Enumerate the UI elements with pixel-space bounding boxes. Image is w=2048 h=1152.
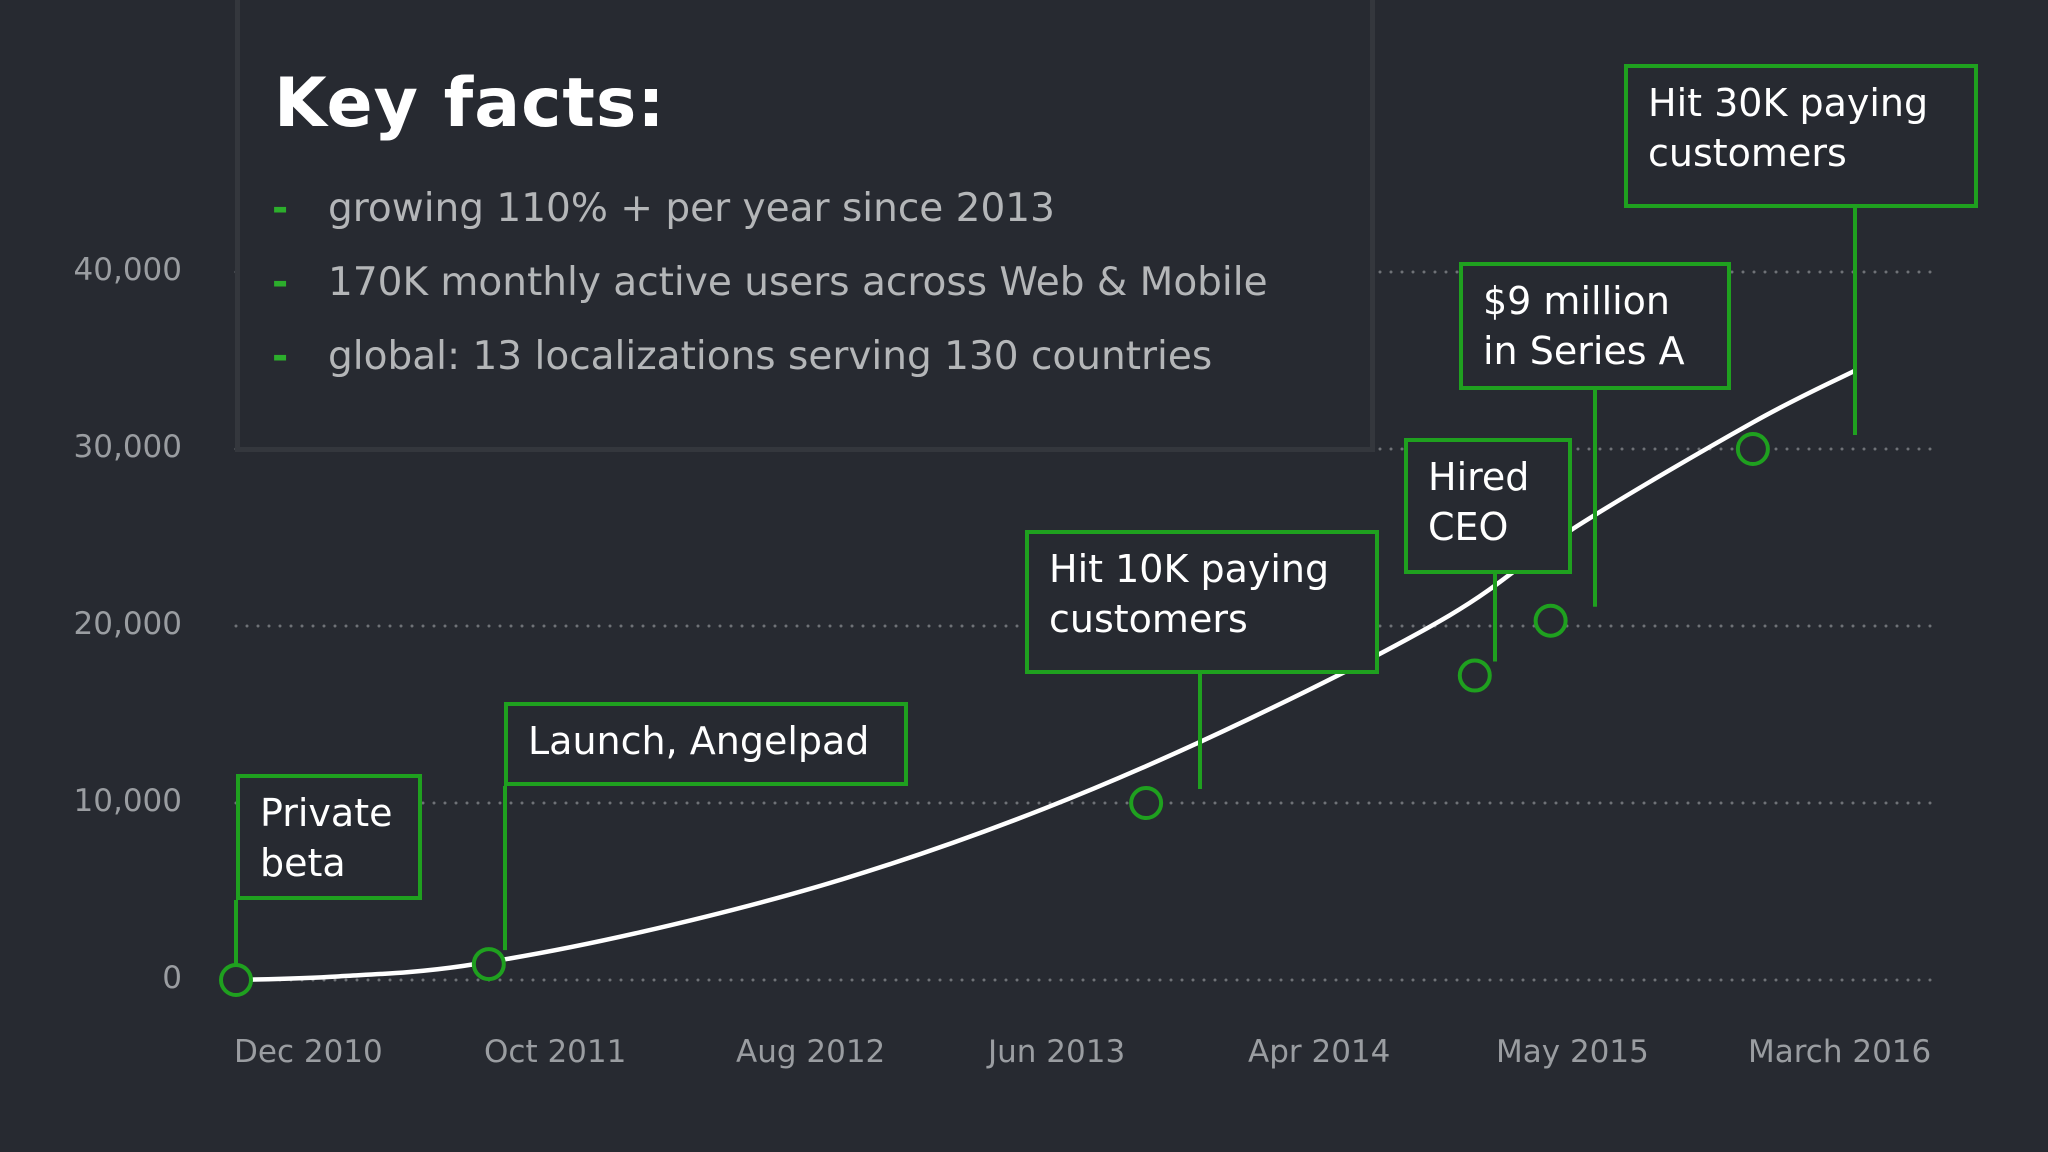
key-fact-text: global: 13 localizations serving 130 cou…: [328, 334, 1213, 379]
key-fact-text: growing 110% + per year since 2013: [328, 186, 1055, 231]
key-fact-item: - global: 13 localizations serving 130 co…: [272, 328, 1268, 402]
milestone-marker: [1129, 786, 1164, 820]
x-tick-label: Jun 2013: [988, 1034, 1126, 1070]
y-tick-label: 30,000: [73, 429, 182, 465]
key-facts-list: - growing 110% + per year since 2013 -170…: [272, 180, 1268, 402]
x-tick-label: Apr 2014: [1248, 1034, 1391, 1070]
milestone-marker: [1735, 432, 1770, 466]
milestone-label: Hit 30K paying customers: [1624, 64, 1978, 208]
milestone-marker: [471, 947, 506, 982]
key-fact-text: 170K monthly active users across Web & M…: [328, 260, 1268, 305]
x-tick-label: Oct 2011: [484, 1034, 627, 1070]
key-facts-title: Key facts:: [274, 64, 666, 143]
y-tick-label: 10,000: [73, 783, 182, 819]
key-fact-item: -170K monthly active users across Web & …: [272, 254, 1268, 328]
x-tick-label: March 2016: [1748, 1034, 1932, 1070]
x-tick-label: Dec 2010: [234, 1034, 383, 1070]
x-tick-label: May 2015: [1496, 1034, 1649, 1070]
growth-line: [235, 369, 1856, 983]
bullet-dash: -: [272, 334, 289, 379]
bullet-dash: -: [272, 260, 289, 305]
x-tick-label: Aug 2012: [736, 1034, 886, 1070]
milestone-label: Private beta: [236, 774, 422, 900]
key-fact-item: - growing 110% + per year since 2013: [272, 180, 1268, 254]
milestone-label: Launch, Angelpad: [504, 702, 908, 786]
milestone-label: $9 million in Series A: [1459, 262, 1731, 390]
milestone-label: Hired CEO: [1404, 438, 1572, 574]
milestone-marker: [1457, 658, 1492, 693]
bullet-dash: -: [272, 186, 289, 231]
key-facts-panel: [235, 0, 1375, 452]
y-tick-label: 0: [162, 960, 182, 996]
milestone-marker: [1533, 603, 1568, 638]
milestone-marker: [219, 963, 253, 997]
y-tick-label: 20,000: [73, 606, 182, 642]
milestone-label: Hit 10K paying customers: [1025, 530, 1379, 674]
y-tick-label: 40,000: [73, 252, 182, 288]
